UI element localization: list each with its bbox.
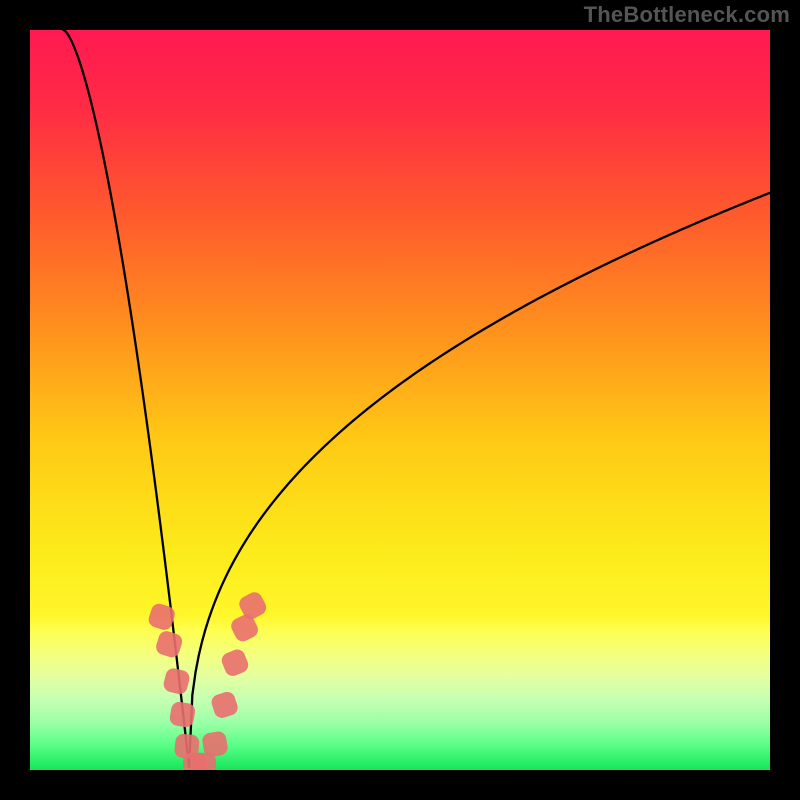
watermark-text: TheBottleneck.com: [584, 2, 790, 28]
chart-container: TheBottleneck.com: [0, 0, 800, 800]
chart-svg: [0, 0, 800, 800]
